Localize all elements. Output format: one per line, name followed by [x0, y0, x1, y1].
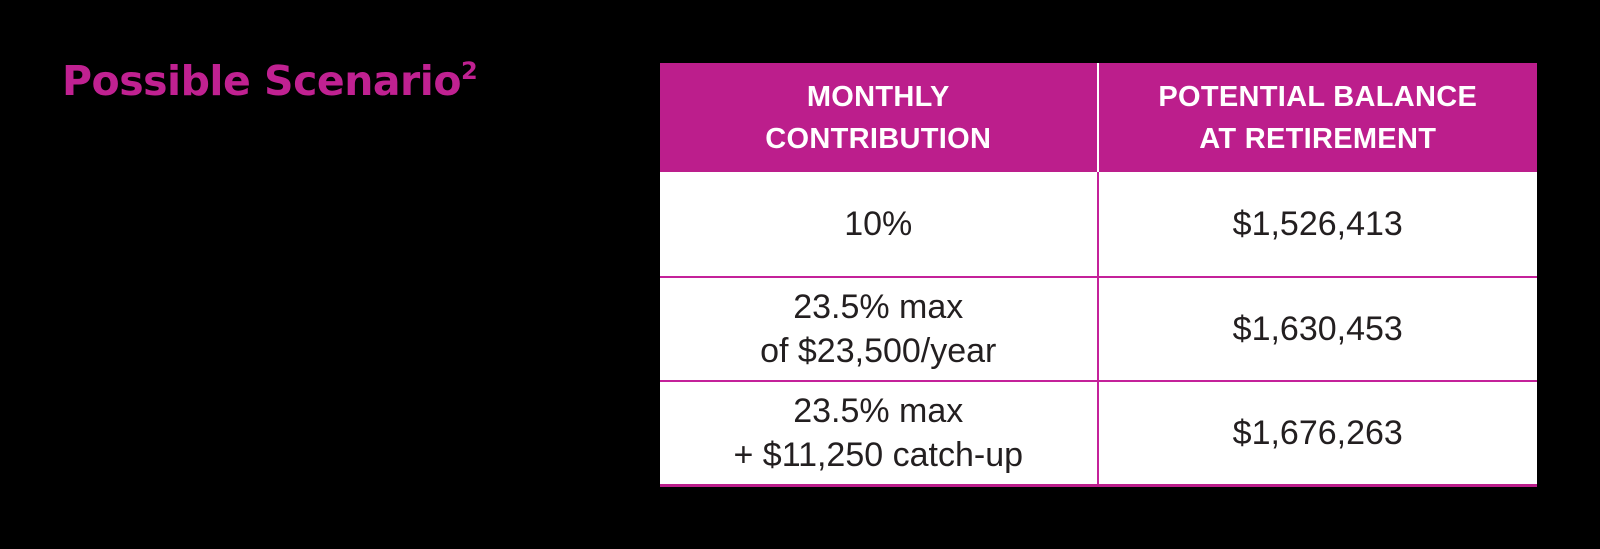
column-header-monthly-contribution: MONTHLY CONTRIBUTION	[660, 63, 1099, 172]
column-header-potential-balance: POTENTIAL BALANCE AT RETIREMENT	[1098, 63, 1537, 172]
table-row-2-contribution: 23.5% max of $23,500/year	[660, 276, 1099, 380]
table-row-2-balance: $1,630,453	[1098, 276, 1537, 380]
page-title-text: Possible Scenario	[62, 57, 462, 105]
table-row-3-balance: $1,676,263	[1098, 380, 1537, 484]
page-title-footnote-marker: 2	[461, 57, 478, 85]
page-title: Possible Scenario2	[62, 56, 478, 106]
table-row-1-contribution: 10%	[660, 172, 1099, 276]
table-row-1-balance: $1,526,413	[1098, 172, 1537, 276]
table-row-3-contribution: 23.5% max + $11,250 catch-up	[660, 380, 1099, 484]
scenario-table: MONTHLY CONTRIBUTION POTENTIAL BALANCE A…	[660, 63, 1537, 487]
